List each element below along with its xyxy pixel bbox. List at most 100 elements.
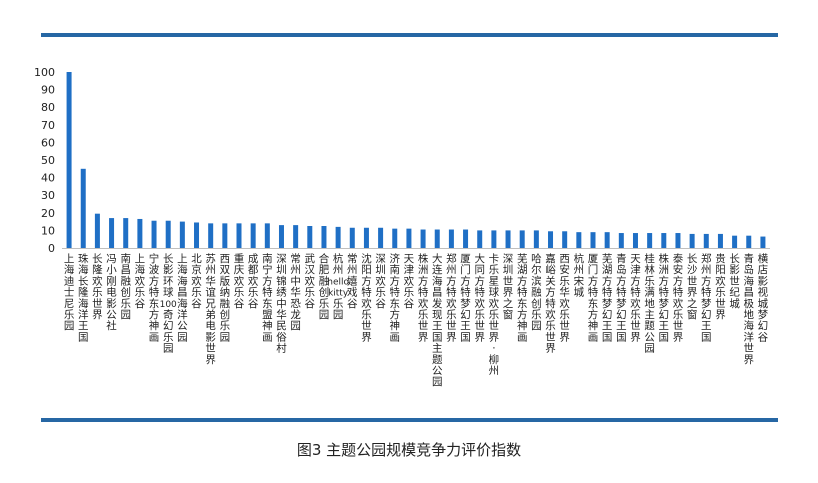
bar (293, 225, 299, 248)
bar (208, 223, 214, 248)
bar (590, 232, 596, 248)
x-tick-label: 长影环球 100 奇幻乐园 (160, 253, 177, 355)
bar (717, 233, 723, 248)
x-tick-label: 厦门方特东方神画 (588, 253, 599, 343)
x-tick-label: 贵阳欢乐世界 (715, 252, 726, 321)
x-tick-label: 长沙世界之窗 (687, 253, 698, 321)
bar (123, 218, 129, 248)
bar (505, 230, 511, 248)
x-tick-label: 桂林乐满地主题公园 (644, 252, 655, 355)
bar (519, 230, 525, 248)
x-tick-label: 常州中华恐龙园 (290, 252, 301, 332)
x-tick-label: 大连海昌发现王国主题公园 (432, 252, 443, 388)
x-tick-label: 武汉欢乐谷 (305, 252, 316, 310)
y-axis: 0 10 20 30 40 50 60 70 80 90 100 (34, 66, 770, 255)
x-tick-label: 嘉峪关方特欢乐世界 (545, 252, 556, 355)
bar (321, 226, 327, 248)
x-tick-label: 泰安方特欢乐世界 (673, 252, 684, 343)
bar-chart: 0 10 20 30 40 50 60 70 80 90 100 上海迪士尼乐园珠海长隆海洋王国长隆… (34, 66, 770, 388)
x-tick-label: 芜湖方特东方神画 (517, 252, 528, 343)
y-tick-label: 40 (41, 172, 55, 185)
y-tick-label: 80 (41, 101, 55, 114)
bar (66, 72, 72, 248)
y-tick-label: 0 (48, 242, 55, 255)
x-tick-label: 北京欢乐谷 (191, 253, 202, 310)
x-tick-label: 横店影视城梦幻谷 (758, 252, 769, 343)
top-divider (41, 33, 778, 37)
bar (264, 223, 270, 248)
bottom-divider (41, 418, 778, 422)
y-tick-label: 100 (34, 66, 55, 79)
bar (618, 233, 624, 248)
x-tick-label: 宁波方特东方神画 (149, 252, 160, 343)
y-tick-label: 10 (41, 224, 55, 237)
x-tick-label: 杭州宋城 (574, 252, 585, 299)
x-tick-label: 青岛方特梦幻王国 (616, 252, 627, 343)
y-tick-label: 30 (41, 189, 55, 202)
x-tick-label: 长影世纪城 (729, 253, 740, 310)
x-tick-label: 西安乐华欢乐世界 (559, 253, 570, 343)
x-tick-label: 重庆欢乐谷 (234, 252, 245, 310)
x-tick-label: 卡乐星球欢乐世界·柳州 (489, 252, 500, 377)
bar (632, 233, 638, 248)
bar (562, 231, 568, 248)
bar (477, 230, 483, 248)
bar (335, 226, 341, 248)
bar (349, 227, 355, 248)
bar (703, 233, 709, 248)
x-tick-label: 深圳世界之窗 (503, 253, 514, 321)
x-tick-label: 天津欢乐谷 (404, 253, 415, 310)
x-tick-label: 珠海长隆海洋王国 (78, 252, 89, 343)
bar (675, 233, 681, 248)
bar (604, 232, 610, 248)
x-tick-label: 冯小刚电影公社 (106, 253, 117, 332)
x-tick-label: 西双版纳融创乐园 (220, 253, 231, 343)
bar (661, 233, 667, 248)
x-tick-label: 郑州方特欢乐世界 (446, 252, 457, 343)
bar (491, 230, 497, 248)
x-tick-label: 南昌融创乐园 (120, 252, 131, 321)
bar (533, 230, 539, 248)
bar (448, 229, 454, 248)
x-tick-label: 杭州 hello kitty 乐园 (327, 252, 349, 321)
x-tick-label: 南宁方特东盟神画 (262, 252, 273, 343)
bar (420, 229, 426, 248)
bar (434, 229, 440, 248)
bar (109, 218, 115, 248)
bar (548, 231, 554, 248)
bar (165, 220, 171, 248)
y-tick-label: 60 (41, 136, 55, 149)
x-tick-label: 上海欢乐谷 (135, 253, 146, 310)
bar (406, 228, 412, 248)
bar (732, 235, 738, 248)
bar (363, 227, 369, 248)
y-tick-label: 70 (41, 119, 55, 132)
x-tick-label: 天津方特欢乐世界 (630, 253, 641, 343)
bar (576, 232, 582, 248)
x-tick-label: 合肥融创乐园 (319, 252, 330, 321)
bar (137, 218, 143, 248)
x-tick-label: 上海海昌海洋公园 (177, 253, 188, 343)
x-tick-label: 郑州方特梦幻王国 (701, 252, 712, 343)
bar (746, 235, 752, 248)
bar (94, 213, 100, 248)
bar (278, 225, 284, 248)
bar (151, 220, 157, 248)
x-tick-label: 济南方特东方神画 (390, 252, 401, 343)
bar (307, 226, 313, 248)
x-axis-labels: 上海迪士尼乐园珠海长隆海洋王国长隆欢乐世界冯小刚电影公社南昌融创乐园上海欢乐谷宁… (64, 252, 769, 388)
bar (250, 223, 256, 248)
x-tick-label: 芜湖方特梦幻王国 (602, 252, 613, 343)
x-tick-label: 长隆欢乐世界 (92, 253, 103, 321)
y-tick-label: 90 (41, 84, 55, 97)
x-tick-label: 厦门方特梦幻王国 (460, 253, 471, 343)
x-tick-label: 上海迪士尼乐园 (64, 253, 75, 332)
x-tick-label: 哈尔滨融创乐园 (531, 252, 542, 332)
x-tick-label: 深圳锦绣中华民俗村 (276, 253, 287, 355)
x-tick-label: 青岛海昌极地海洋世界 (744, 252, 755, 366)
x-tick-label: 成都欢乐谷 (248, 253, 259, 310)
bar (179, 221, 185, 248)
x-tick-label: 株洲方特梦幻王国 (659, 252, 670, 343)
figure-caption: 图3 主题公园规模竞争力评价指数 (296, 441, 522, 459)
bar (378, 227, 384, 248)
